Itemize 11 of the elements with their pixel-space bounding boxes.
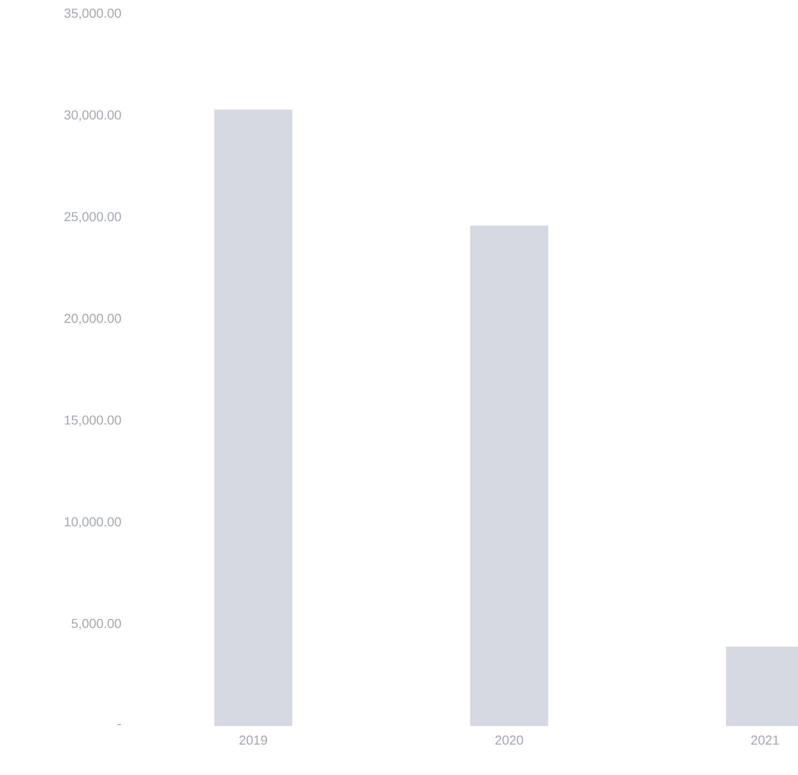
y-tick-label: 25,000.00 [64,212,121,223]
y-tick-label: - [118,724,121,726]
y-tick-label: 30,000.00 [64,110,121,122]
x-tick-label: 2019 [240,736,268,745]
y-tick-label: 5,000.00 [72,618,121,630]
y-tick-label: 35,000.00 [64,8,121,20]
y-tick-label: 15,000.00 [64,416,121,426]
y-tick-label: 20,000.00 [64,314,121,324]
x-tick-label: 2021 [751,736,779,745]
x-tick-label: 2020 [495,736,524,745]
y-tick-label: 10,000.00 [64,517,121,528]
